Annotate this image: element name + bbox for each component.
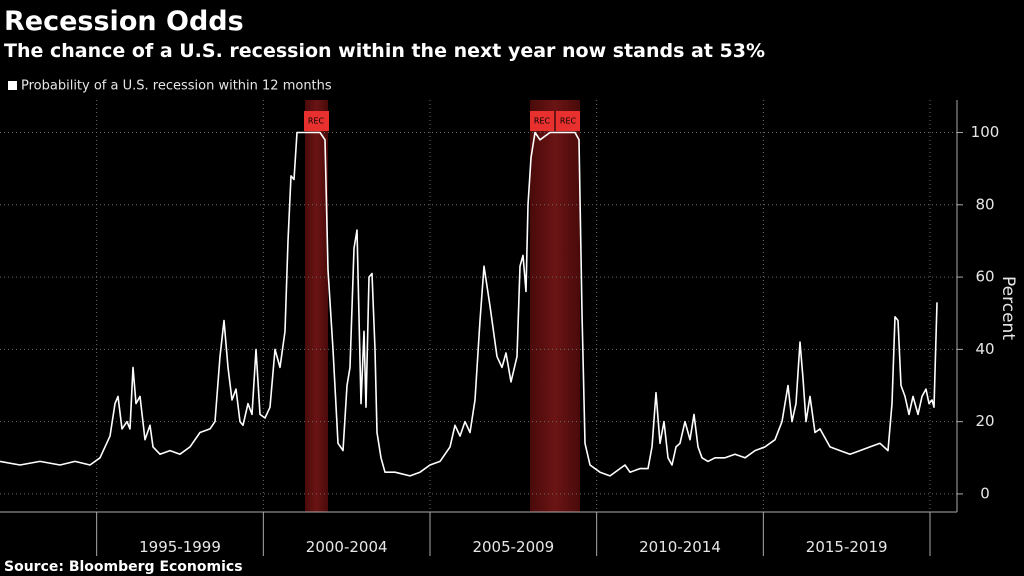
- x-tick-label: 1995-1999: [139, 538, 221, 556]
- chart-subtitle: The chance of a U.S. recession within th…: [4, 40, 765, 62]
- y-tick-label: 60: [975, 268, 994, 286]
- recession-tag-label: REC: [534, 117, 551, 126]
- x-tick-label: 2010-2014: [639, 538, 721, 556]
- legend-label: Probability of a U.S. recession within 1…: [21, 79, 332, 94]
- recession-tag: [556, 111, 580, 131]
- x-tick-label: 2015-2019: [806, 538, 888, 556]
- y-tick-label: 80: [975, 195, 994, 213]
- legend-swatch: [8, 81, 17, 90]
- series-line: [0, 131, 938, 477]
- recession-band: [530, 100, 580, 512]
- recession-tag: [304, 111, 328, 131]
- x-tick-label: 2000-2004: [306, 538, 388, 556]
- recession-band: [305, 100, 328, 512]
- x-tick-label: 2005-2009: [472, 538, 554, 556]
- y-tick-label: 20: [975, 412, 994, 430]
- recession-tag-label: REC: [560, 117, 577, 126]
- y-tick-label: 100: [971, 123, 1000, 141]
- chart-title: Recession Odds: [4, 6, 244, 37]
- y-tick-label: 40: [975, 340, 994, 358]
- y-tick-label: 0: [980, 484, 990, 502]
- recession-tag-label: REC: [308, 117, 325, 126]
- source: Source: Bloomberg Economics: [4, 559, 243, 575]
- recession-tag: [530, 111, 554, 131]
- y-axis-label: Percent: [998, 276, 1018, 340]
